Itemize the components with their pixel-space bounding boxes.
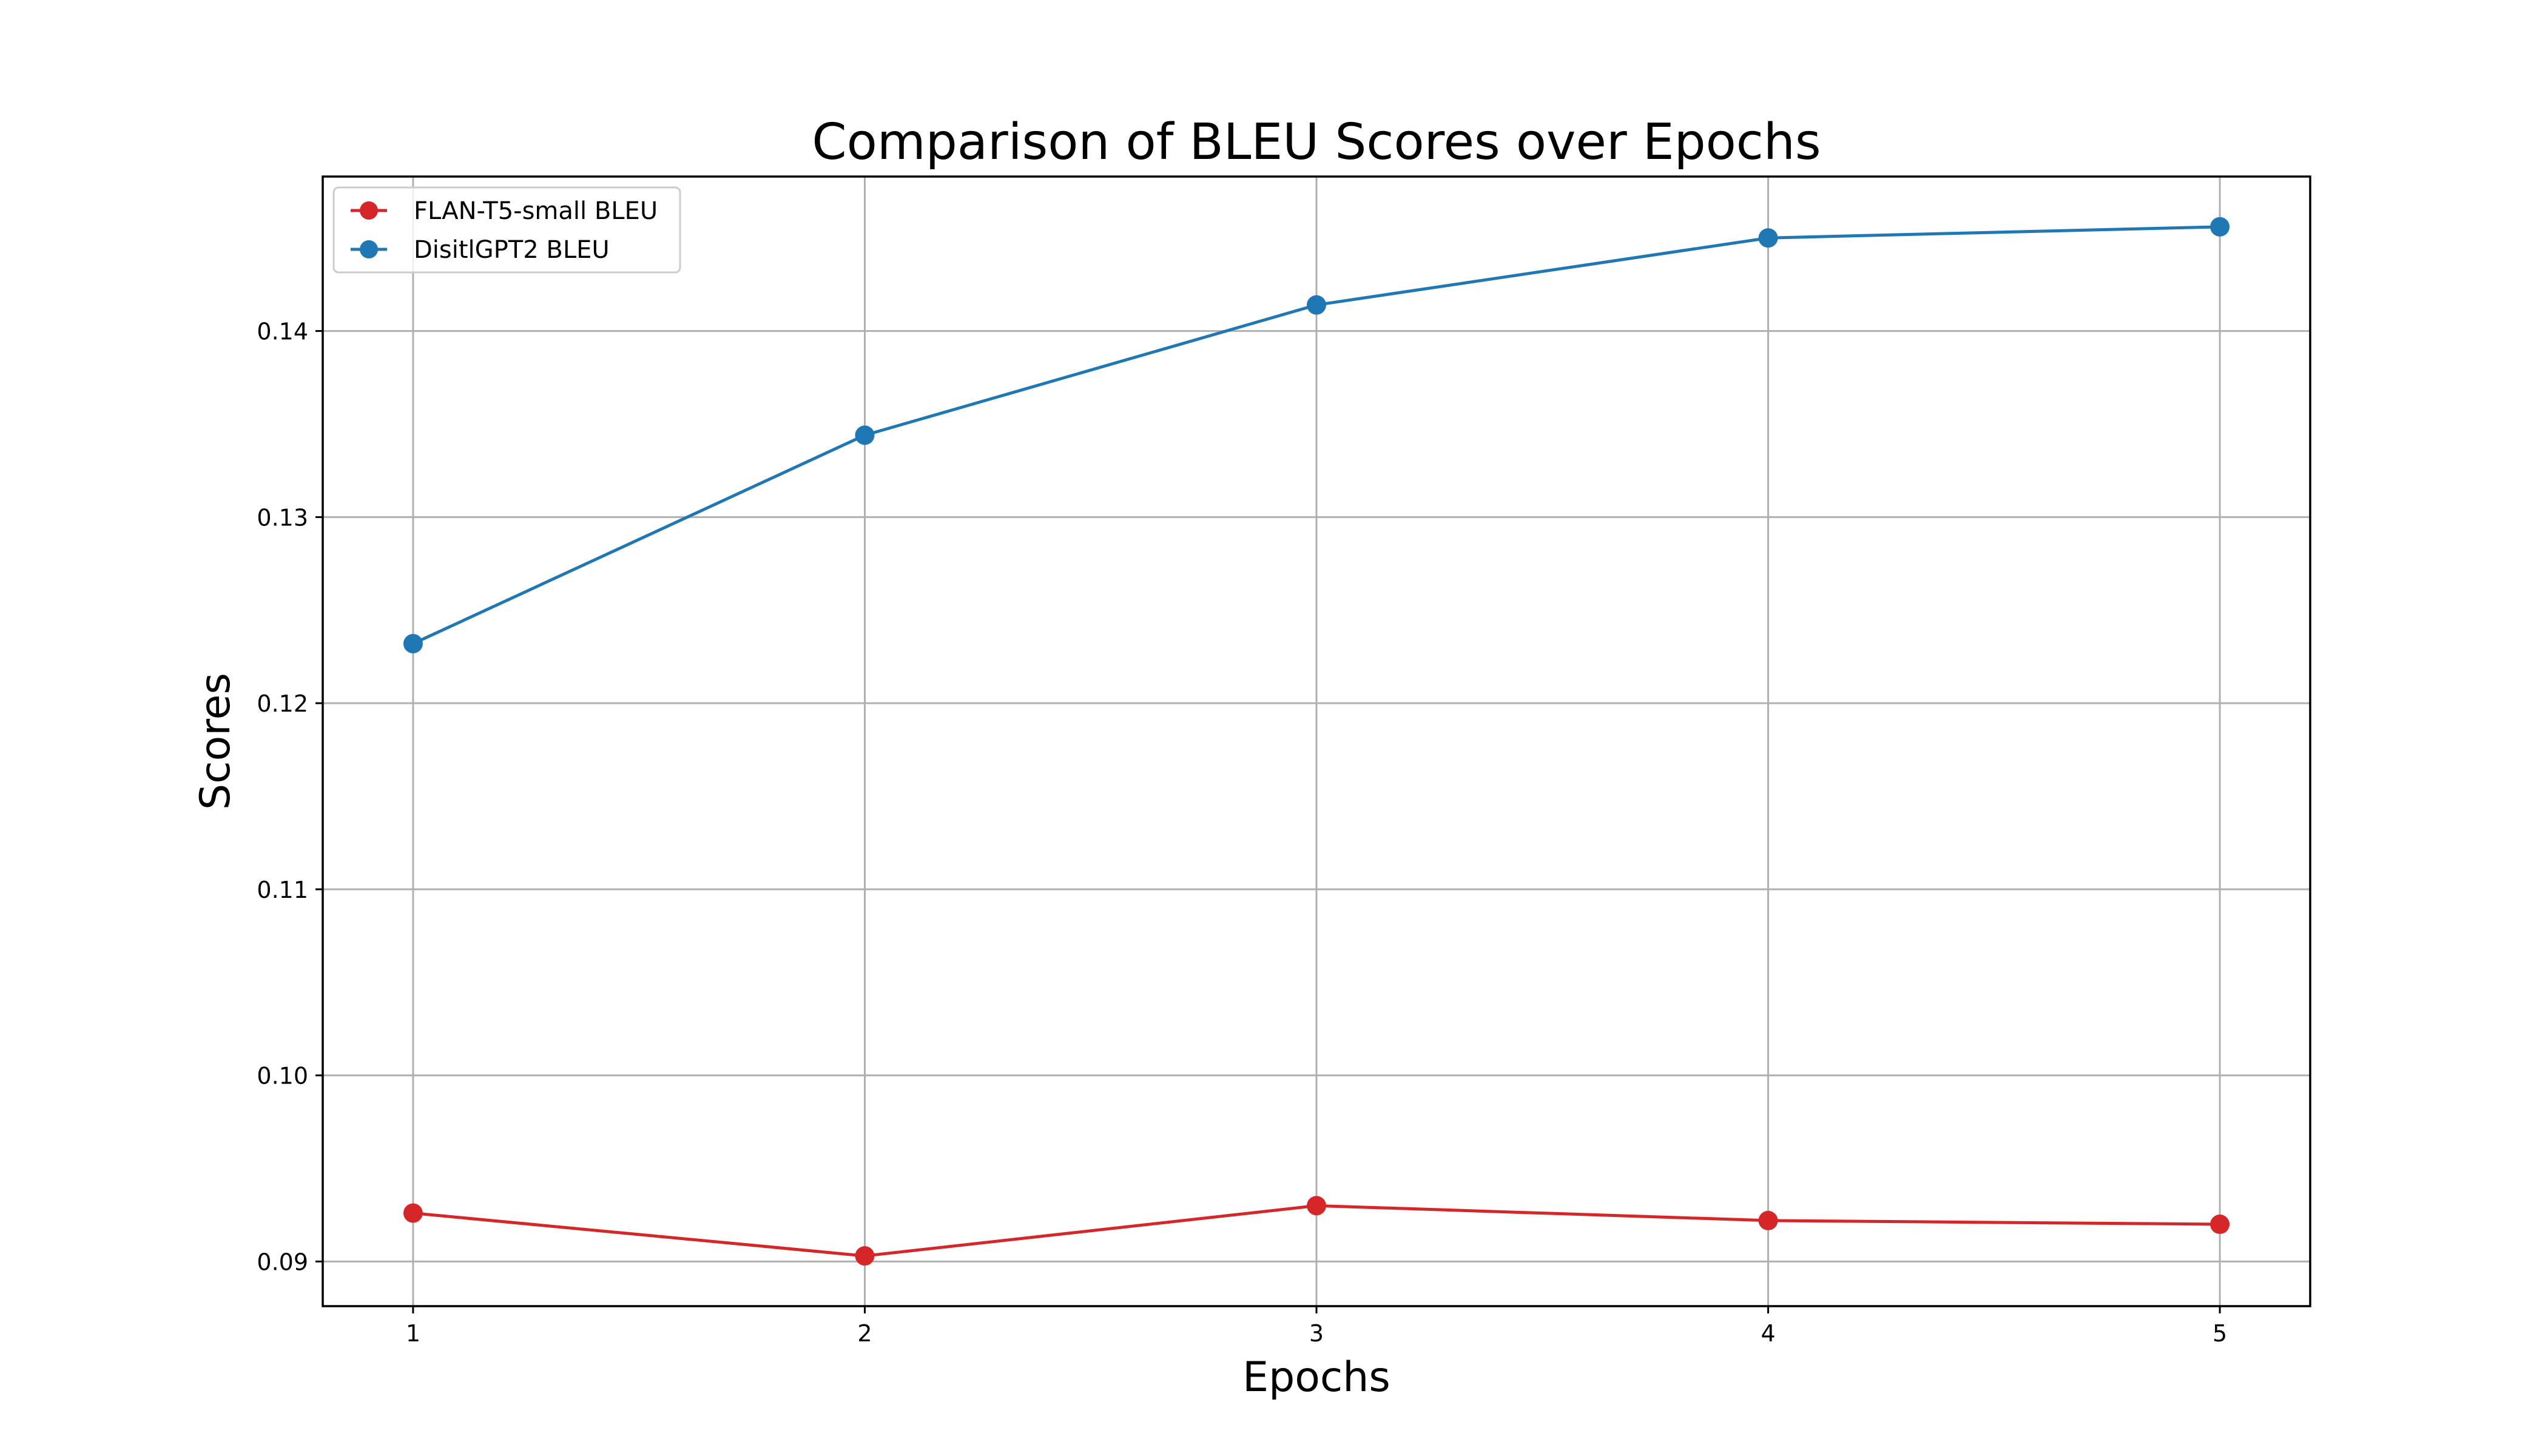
legend-label-flan-t5-small: FLAN-T5-small BLEU — [414, 197, 658, 225]
y-tick-label: 0.13 — [257, 504, 308, 531]
data-point — [403, 633, 423, 653]
y-tick-label: 0.10 — [257, 1063, 308, 1090]
data-point — [2210, 1215, 2230, 1235]
legend-marker-flan-t5-small — [360, 201, 378, 220]
data-point — [1758, 228, 1778, 248]
data-point — [1307, 1196, 1326, 1216]
x-tick-label: 2 — [857, 1320, 872, 1347]
y-tick-label: 0.12 — [257, 690, 308, 717]
data-point — [855, 1246, 875, 1266]
data-point — [1758, 1210, 1778, 1230]
series-0 — [403, 1196, 2230, 1266]
ticks-layer: 1 2 3 4 5 0.09 0.10 0.11 0.12 0.13 0.14 — [257, 318, 2227, 1347]
x-axis-title: Epochs — [1242, 1353, 1390, 1401]
data-point — [855, 425, 875, 445]
legend-item-distilgpt2: DisitlGPT2 BLEU — [351, 236, 610, 264]
series-1 — [403, 217, 2230, 653]
y-tick-label: 0.11 — [257, 877, 308, 903]
x-tick-label: 5 — [2213, 1320, 2227, 1347]
legend: FLAN-T5-small BLEU DisitlGPT2 BLEU — [332, 186, 681, 274]
grid-layer — [323, 177, 2310, 1306]
data-point — [2210, 217, 2230, 237]
series-layer — [403, 217, 2230, 1266]
x-tick-label: 1 — [406, 1320, 420, 1347]
legend-label-distilgpt2: DisitlGPT2 BLEU — [414, 236, 610, 264]
legend-marker-distilgpt2 — [360, 240, 378, 258]
chart-title: Comparison of BLEU Scores over Epochs — [812, 113, 1821, 171]
data-point — [403, 1203, 423, 1223]
y-tick-label: 0.09 — [257, 1249, 308, 1275]
x-tick-label: 4 — [1761, 1320, 1775, 1347]
legend-box — [332, 186, 681, 274]
legend-item-flan-t5-small: FLAN-T5-small BLEU — [351, 197, 658, 225]
y-axis-title: Scores — [192, 673, 240, 810]
x-tick-label: 3 — [1309, 1320, 1324, 1347]
y-tick-label: 0.14 — [257, 318, 308, 345]
data-point — [1307, 295, 1326, 315]
plot-area-frame — [322, 175, 2311, 1307]
